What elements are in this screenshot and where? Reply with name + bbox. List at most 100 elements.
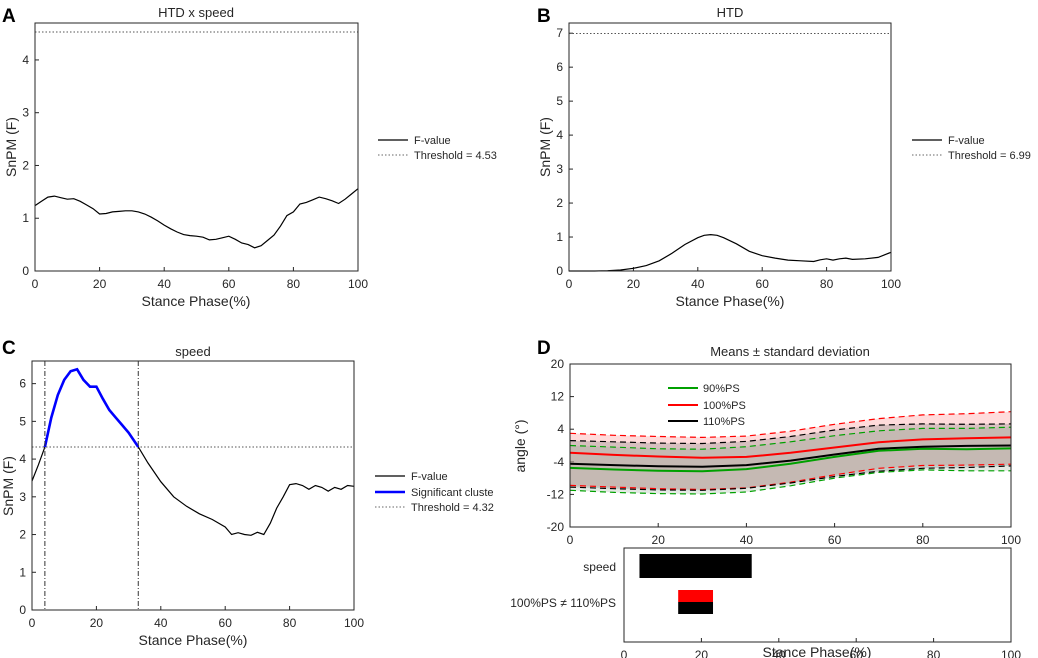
significance-plot — [639, 554, 752, 614]
x-tick-label: 20 — [90, 616, 104, 630]
y-tick-label: 3 — [556, 162, 563, 176]
panel-c-ylabel: SnPM (F) — [0, 456, 16, 516]
y-tick-label: 4 — [22, 53, 29, 67]
y-tick-label: 20 — [551, 357, 565, 371]
panel-a-title: HTD x speed — [158, 5, 234, 20]
mean-line-90PS — [569, 447, 1012, 473]
significant-cluster-line — [43, 367, 140, 448]
x-tick-label: 40 — [158, 277, 172, 291]
legend-label-fvalue: F-value — [948, 135, 985, 147]
y-tick-label: 3 — [22, 106, 29, 120]
y-tick-label: -4 — [553, 455, 564, 469]
x-tick-label: 80 — [927, 648, 941, 658]
panel-a-axes — [34, 22, 359, 272]
sd-upper-110ps — [569, 423, 1012, 445]
x-tick-label: 100 — [348, 277, 368, 291]
panel-a-ticks: 0 20 40 60 80 100 0 1 2 3 4 — [22, 53, 368, 291]
x-tick-label: 40 — [691, 277, 705, 291]
x-tick-label: 100 — [881, 277, 901, 291]
x-tick-label: 80 — [916, 533, 930, 547]
legend-label-threshold: Threshold = 6.99 — [948, 150, 1031, 162]
x-tick-label: 0 — [566, 277, 573, 291]
panel-letter-b: B — [537, 6, 551, 27]
y-tick-label: 4 — [556, 128, 563, 142]
y-tick-label: 5 — [556, 94, 563, 108]
panel-a-xlabel: Stance Phase(%) — [142, 293, 251, 309]
y-tick-label: 3 — [19, 490, 26, 504]
x-tick-label: 40 — [740, 533, 754, 547]
x-tick-label: 100 — [1001, 533, 1021, 547]
significance-bar — [678, 602, 714, 614]
significance-xlabel: Stance Phase(%) — [763, 644, 872, 658]
x-tick-label: 20 — [695, 648, 709, 658]
y-tick-label: 2 — [22, 158, 29, 172]
x-tick-label: 20 — [627, 277, 641, 291]
panel-a-ylabel: SnPM (F) — [3, 117, 19, 177]
legend-label-110ps: 110%PS — [703, 416, 745, 428]
y-tick-label: -12 — [547, 487, 565, 501]
x-tick-label: 60 — [222, 277, 236, 291]
sd-lower-110ps — [569, 465, 1012, 491]
y-tick-label: 4 — [19, 452, 26, 466]
sd-upper-90ps — [569, 426, 1012, 450]
sig-row-label-speed: speed — [583, 560, 616, 574]
f-value-line — [569, 233, 892, 272]
y-tick-label: 0 — [19, 603, 26, 617]
panel-letter-c: C — [2, 338, 16, 359]
x-tick-label: 60 — [828, 533, 842, 547]
sig-row-label-100-vs-110: 100%PS ≠ 110%PS — [510, 596, 616, 610]
x-tick-label: 40 — [772, 648, 786, 658]
x-tick-label: 20 — [93, 277, 107, 291]
panel-d-title: Means ± standard deviation — [710, 344, 870, 359]
x-tick-label: 0 — [29, 616, 36, 630]
y-tick-label: 12 — [551, 390, 565, 404]
panel-b-ticks: 0 20 40 60 80 100 0 1 2 3 4 5 6 7 — [556, 26, 901, 291]
legend-label-100ps: 100%PS — [703, 400, 746, 412]
legend-label-fvalue: F-value — [411, 471, 448, 483]
x-tick-label: 40 — [154, 616, 168, 630]
panel-d: D Means ± standard deviation 0 20 40 60 80 10… — [510, 338, 1021, 658]
panel-d-legend: 90%PS 100%PS 110%PS — [668, 383, 746, 428]
panel-b-axes — [568, 22, 892, 272]
panel-c-ticks: 0 20 40 60 80 100 0 1 2 3 4 5 6 — [19, 377, 364, 630]
f-value-line — [34, 188, 359, 249]
panel-d-plot — [569, 411, 1012, 495]
panel-c-axes — [31, 360, 355, 611]
panel-b-ylabel: SnPM (F) — [537, 117, 553, 177]
y-tick-label: -20 — [547, 520, 565, 534]
x-tick-label: 80 — [287, 277, 301, 291]
significance-axes — [623, 547, 1012, 643]
sd-lower-90ps — [569, 469, 1011, 495]
sd-lower-100ps — [569, 463, 1012, 491]
x-tick-label: 100 — [344, 616, 364, 630]
y-tick-label: 0 — [556, 264, 563, 278]
x-tick-label: 0 — [567, 533, 574, 547]
legend-label-cluster: Significant cluste — [411, 487, 494, 499]
panel-a-legend: F-value Threshold = 4.53 — [378, 135, 497, 162]
panel-a-plot — [34, 31, 359, 249]
y-tick-label: 7 — [556, 26, 563, 40]
panel-c-title: speed — [175, 344, 210, 359]
panel-b-plot — [569, 33, 892, 272]
panel-letter-a: A — [2, 6, 16, 27]
y-tick-label: 4 — [557, 422, 564, 436]
panel-d-ylabel: angle (°) — [512, 419, 528, 472]
y-tick-label: 1 — [22, 211, 29, 225]
panel-c-legend: F-value Significant cluste Threshold = 4… — [375, 471, 494, 514]
y-tick-label: 6 — [556, 60, 563, 74]
y-tick-label: 6 — [19, 377, 26, 391]
x-tick-label: 80 — [283, 616, 297, 630]
x-tick-label: 60 — [756, 277, 770, 291]
panel-b-xlabel: Stance Phase(%) — [676, 293, 785, 309]
x-tick-label: 100 — [1001, 648, 1021, 658]
x-tick-label: 0 — [32, 277, 39, 291]
f-value-line — [31, 368, 355, 536]
legend-label-threshold: Threshold = 4.53 — [414, 150, 497, 162]
x-tick-label: 60 — [850, 648, 864, 658]
panel-letter-d: D — [537, 338, 551, 359]
panel-b-title: HTD — [717, 5, 744, 20]
x-tick-label: 60 — [219, 616, 233, 630]
y-tick-label: 0 — [22, 264, 29, 278]
legend-label-90ps: 90%PS — [703, 383, 740, 395]
